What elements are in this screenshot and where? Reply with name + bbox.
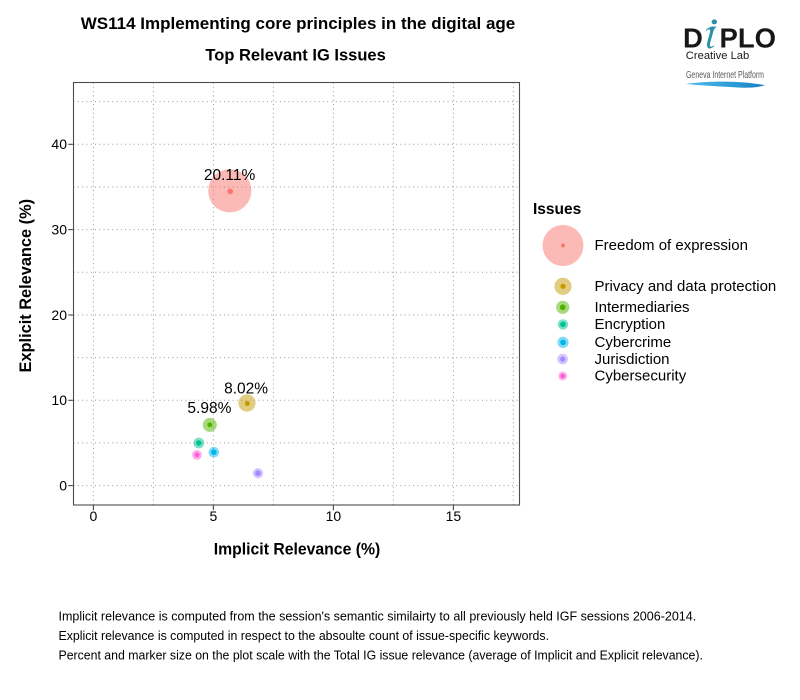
svg-text:Geneva Internet Platform: Geneva Internet Platform bbox=[686, 69, 764, 81]
svg-text:Percent and marker size on the: Percent and marker size on the plot scal… bbox=[59, 648, 703, 663]
svg-text:20.11%: 20.11% bbox=[204, 167, 256, 184]
svg-text:5: 5 bbox=[210, 508, 218, 524]
svg-text:PLO: PLO bbox=[720, 22, 777, 53]
svg-text:Freedom of expression: Freedom of expression bbox=[595, 237, 748, 254]
svg-text:Encryption: Encryption bbox=[595, 316, 666, 333]
svg-text:Cybersecurity: Cybersecurity bbox=[595, 368, 687, 385]
svg-text:10: 10 bbox=[326, 508, 342, 524]
svg-text:Top Relevant IG Issues: Top Relevant IG Issues bbox=[205, 47, 385, 65]
svg-text:Intermediaries: Intermediaries bbox=[595, 299, 690, 316]
svg-text:WS114 Implementing core princi: WS114 Implementing core principles in th… bbox=[81, 14, 516, 33]
svg-text:Creative Lab: Creative Lab bbox=[686, 50, 749, 62]
svg-text:Privacy and data protection: Privacy and data protection bbox=[595, 278, 777, 295]
svg-text:20: 20 bbox=[51, 307, 67, 323]
svg-text:Issues: Issues bbox=[533, 201, 581, 218]
svg-text:Implicit relevance is computed: Implicit relevance is computed from the … bbox=[59, 608, 697, 623]
svg-text:30: 30 bbox=[51, 221, 67, 237]
svg-text:10: 10 bbox=[51, 392, 67, 408]
svg-text:8.02%: 8.02% bbox=[224, 381, 268, 398]
svg-text:D: D bbox=[683, 22, 703, 53]
svg-text:0: 0 bbox=[90, 508, 98, 524]
svg-text:Implicit Relevance (%): Implicit Relevance (%) bbox=[214, 540, 381, 559]
svg-text:Explicit relevance is computed: Explicit relevance is computed in respec… bbox=[59, 628, 550, 643]
svg-text:Jurisdiction: Jurisdiction bbox=[595, 351, 670, 368]
svg-text:Explicit Relevance (%): Explicit Relevance (%) bbox=[16, 199, 35, 373]
svg-text:40: 40 bbox=[51, 136, 67, 152]
svg-text:5.98%: 5.98% bbox=[187, 400, 231, 417]
svg-text:Cybercrime: Cybercrime bbox=[595, 334, 672, 351]
svg-text:15: 15 bbox=[446, 508, 462, 524]
svg-text:0: 0 bbox=[59, 477, 67, 493]
